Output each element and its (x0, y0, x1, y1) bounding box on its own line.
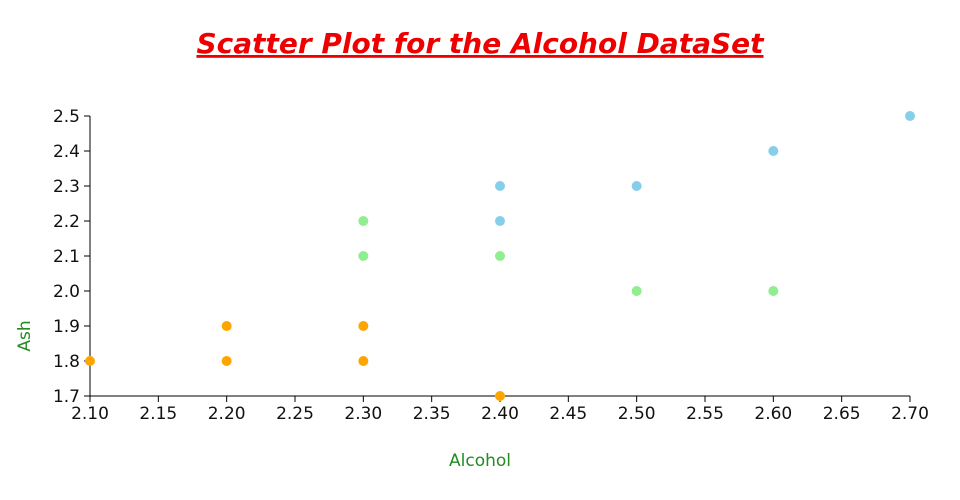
data-point (358, 321, 369, 331)
data-point (495, 391, 505, 401)
x-tick-label: 2.15 (139, 404, 177, 424)
y-axis-label: Ash (15, 320, 35, 351)
chart-title: Scatter Plot for the Alcohol DataSet (196, 27, 765, 60)
y-tick-label: 2.0 (53, 282, 80, 302)
data-point (631, 181, 642, 191)
data-point (221, 321, 232, 331)
y-tick-label: 2.4 (53, 142, 80, 162)
x-tick-label: 2.65 (823, 404, 861, 424)
y-axis: 1.7 1.8 1.9 2.0 2.1 2.2 2.3 2.4 2.5 (53, 107, 91, 407)
data-point (495, 251, 505, 261)
y-tick-label: 1.7 (53, 387, 80, 407)
x-tick-label: 2.10 (71, 404, 109, 424)
y-tick-label: 2.2 (53, 212, 80, 232)
x-tick-label: 2.35 (413, 404, 451, 424)
y-tick-label: 1.8 (53, 352, 80, 372)
data-point (85, 356, 95, 366)
x-tick-label: 2.30 (344, 404, 382, 424)
x-tick-label: 2.55 (686, 404, 724, 424)
x-axis-label: Alcohol (449, 451, 511, 471)
x-tick-label: 2.20 (208, 404, 246, 424)
data-points (85, 111, 915, 401)
data-point (358, 251, 369, 261)
x-axis: 2.10 2.15 2.20 2.25 2.30 2.35 2.40 2.45 2.50 2.55… (71, 395, 929, 424)
data-point (221, 356, 232, 366)
data-point (905, 111, 915, 121)
x-tick-label: 2.70 (891, 404, 929, 424)
x-tick-label: 2.45 (549, 404, 587, 424)
x-tick-label: 2.60 (754, 404, 792, 424)
data-point (495, 181, 505, 191)
y-tick-label: 2.5 (53, 107, 80, 127)
y-tick-label: 1.9 (53, 317, 80, 337)
data-point (768, 146, 779, 156)
y-tick-label: 2.1 (53, 247, 80, 267)
data-point (495, 216, 505, 226)
x-tick-label: 2.25 (276, 404, 314, 424)
data-point (358, 216, 369, 226)
y-tick-label: 2.3 (53, 177, 80, 197)
data-point (768, 286, 779, 296)
data-point (631, 286, 642, 296)
x-tick-label: 2.50 (618, 404, 656, 424)
x-tick-label: 2.40 (481, 404, 519, 424)
data-point (358, 356, 369, 366)
